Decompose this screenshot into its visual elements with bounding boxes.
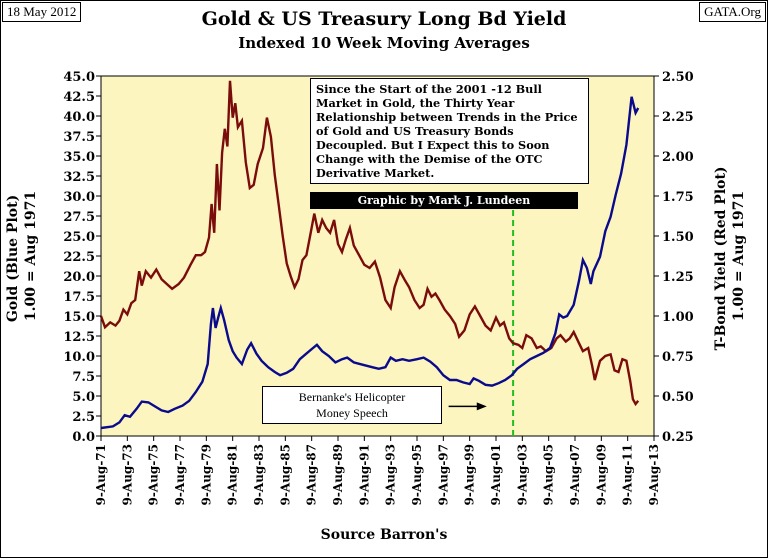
right-tick-label: 2.50 <box>662 70 694 85</box>
x-tick-label: 9-Aug-11 <box>621 444 635 505</box>
commentary-note: Since the Start of the 2001 -12 Bull Mar… <box>310 78 589 184</box>
gold-series-line <box>100 96 640 430</box>
x-tick-label: 9-Aug-99 <box>463 444 477 505</box>
x-tick-label: 9-Aug-07 <box>568 444 582 505</box>
left-tick-label: 5.0 <box>72 390 95 405</box>
right-axis-label-line2: 1.00 = Aug 1971 <box>731 191 747 321</box>
left-tick-label: 2.5 <box>72 410 95 425</box>
left-tick-label: 25.0 <box>63 230 95 245</box>
x-tick-label: 9-Aug-93 <box>384 444 398 505</box>
left-tick-label: 32.5 <box>63 170 95 185</box>
arrow-head <box>476 402 487 411</box>
left-tick-label: 7.5 <box>72 370 95 385</box>
x-tick-label: 9-Aug-91 <box>357 444 371 505</box>
x-tick-label: 9-Aug-01 <box>489 444 503 505</box>
right-tick-label: 1.75 <box>662 190 694 205</box>
x-tick-label: 9-Aug-13 <box>647 444 661 505</box>
right-tick-label: 0.25 <box>662 430 694 445</box>
x-axis: 9-Aug-71 9-Aug-73 9-Aug-75 9-Aug-77 9-Aug-79… <box>94 436 661 505</box>
x-tick-label: 9-Aug-79 <box>199 444 213 505</box>
x-tick-label: 9-Aug-05 <box>542 444 556 505</box>
left-axis-label-line2: 1.00 = Aug 1971 <box>23 191 39 321</box>
right-tick-label: 1.50 <box>662 230 694 245</box>
right-axis: 0.25 0.50 0.75 1.00 1.25 1.50 1.75 2.00 2.25 2.50 <box>654 70 694 445</box>
date-badge: 18 May 2012 <box>2 2 82 22</box>
x-tick-label: 9-Aug-81 <box>226 444 240 505</box>
left-axis-label: Gold (Blue Plot) 1.00 = Aug 1971 <box>5 190 39 322</box>
source-label: Source Barron's <box>320 527 448 543</box>
x-tick-label: 9-Aug-77 <box>173 444 187 505</box>
annotation-line1: Bernanke's Helicopter <box>298 390 406 404</box>
x-tick-label: 9-Aug-73 <box>120 444 134 505</box>
x-tick-label: 9-Aug-83 <box>252 444 266 505</box>
x-tick-label: 9-Aug-89 <box>331 444 345 505</box>
right-axis-label: T-Bond Yield (Red Plot) 1.00 = Aug 1971 <box>713 162 747 351</box>
left-tick-label: 42.5 <box>63 90 95 105</box>
left-tick-label: 35.0 <box>63 150 95 165</box>
chart-subtitle: Indexed 10 Week Moving Averages <box>238 34 530 52</box>
right-tick-label: 1.25 <box>662 270 694 285</box>
left-tick-label: 17.5 <box>63 290 95 305</box>
right-tick-label: 1.00 <box>662 310 694 325</box>
left-tick-label: 0.0 <box>72 430 95 445</box>
left-tick-label: 20.0 <box>63 270 95 285</box>
left-tick-label: 30.0 <box>63 190 95 205</box>
left-tick-label: 22.5 <box>63 250 95 265</box>
right-axis-label-line1: T-Bond Yield (Red Plot) <box>713 166 729 350</box>
graphic-credit: Graphic by Mark J. Lundeen <box>310 192 578 209</box>
left-tick-label: 10.0 <box>63 350 95 365</box>
x-tick-label: 9-Aug-71 <box>94 444 108 505</box>
left-tick-label: 27.5 <box>63 210 95 225</box>
right-tick-label: 2.00 <box>662 150 694 165</box>
x-tick-label: 9-Aug-87 <box>305 444 319 505</box>
left-tick-label: 12.5 <box>63 330 95 345</box>
x-tick-label: 9-Aug-75 <box>147 444 161 505</box>
x-tick-label: 9-Aug-85 <box>278 444 292 505</box>
right-tick-label: 0.50 <box>662 390 694 405</box>
left-tick-label: 37.5 <box>63 130 95 145</box>
left-tick-label: 45.0 <box>63 70 95 85</box>
annotation-line2: Money Speech <box>316 406 388 420</box>
right-tick-label: 2.25 <box>662 110 694 125</box>
left-tick-label: 15.0 <box>63 310 95 325</box>
left-tick-label: 40.0 <box>63 110 95 125</box>
left-axis: 0.0 2.5 5.0 7.5 10.0 12.5 15.0 17.5 20.0 22.5 25.0… <box>63 70 101 445</box>
x-tick-label: 9-Aug-97 <box>436 444 450 505</box>
x-tick-label: 9-Aug-95 <box>410 444 424 505</box>
right-tick-label: 0.75 <box>662 350 694 365</box>
chart-title: Gold & US Treasury Long Bd Yield <box>201 8 567 30</box>
left-axis-label-line1: Gold (Blue Plot) <box>5 195 21 322</box>
tbond-yield-series-line <box>99 80 640 407</box>
helicopter-speech-annotation: Bernanke's Helicopter Money Speech <box>262 386 442 424</box>
site-badge: GATA.Org <box>699 2 766 22</box>
annotation-arrow <box>448 402 487 411</box>
x-tick-label: 9-Aug-09 <box>594 444 608 505</box>
x-tick-label: 9-Aug-03 <box>515 444 529 505</box>
